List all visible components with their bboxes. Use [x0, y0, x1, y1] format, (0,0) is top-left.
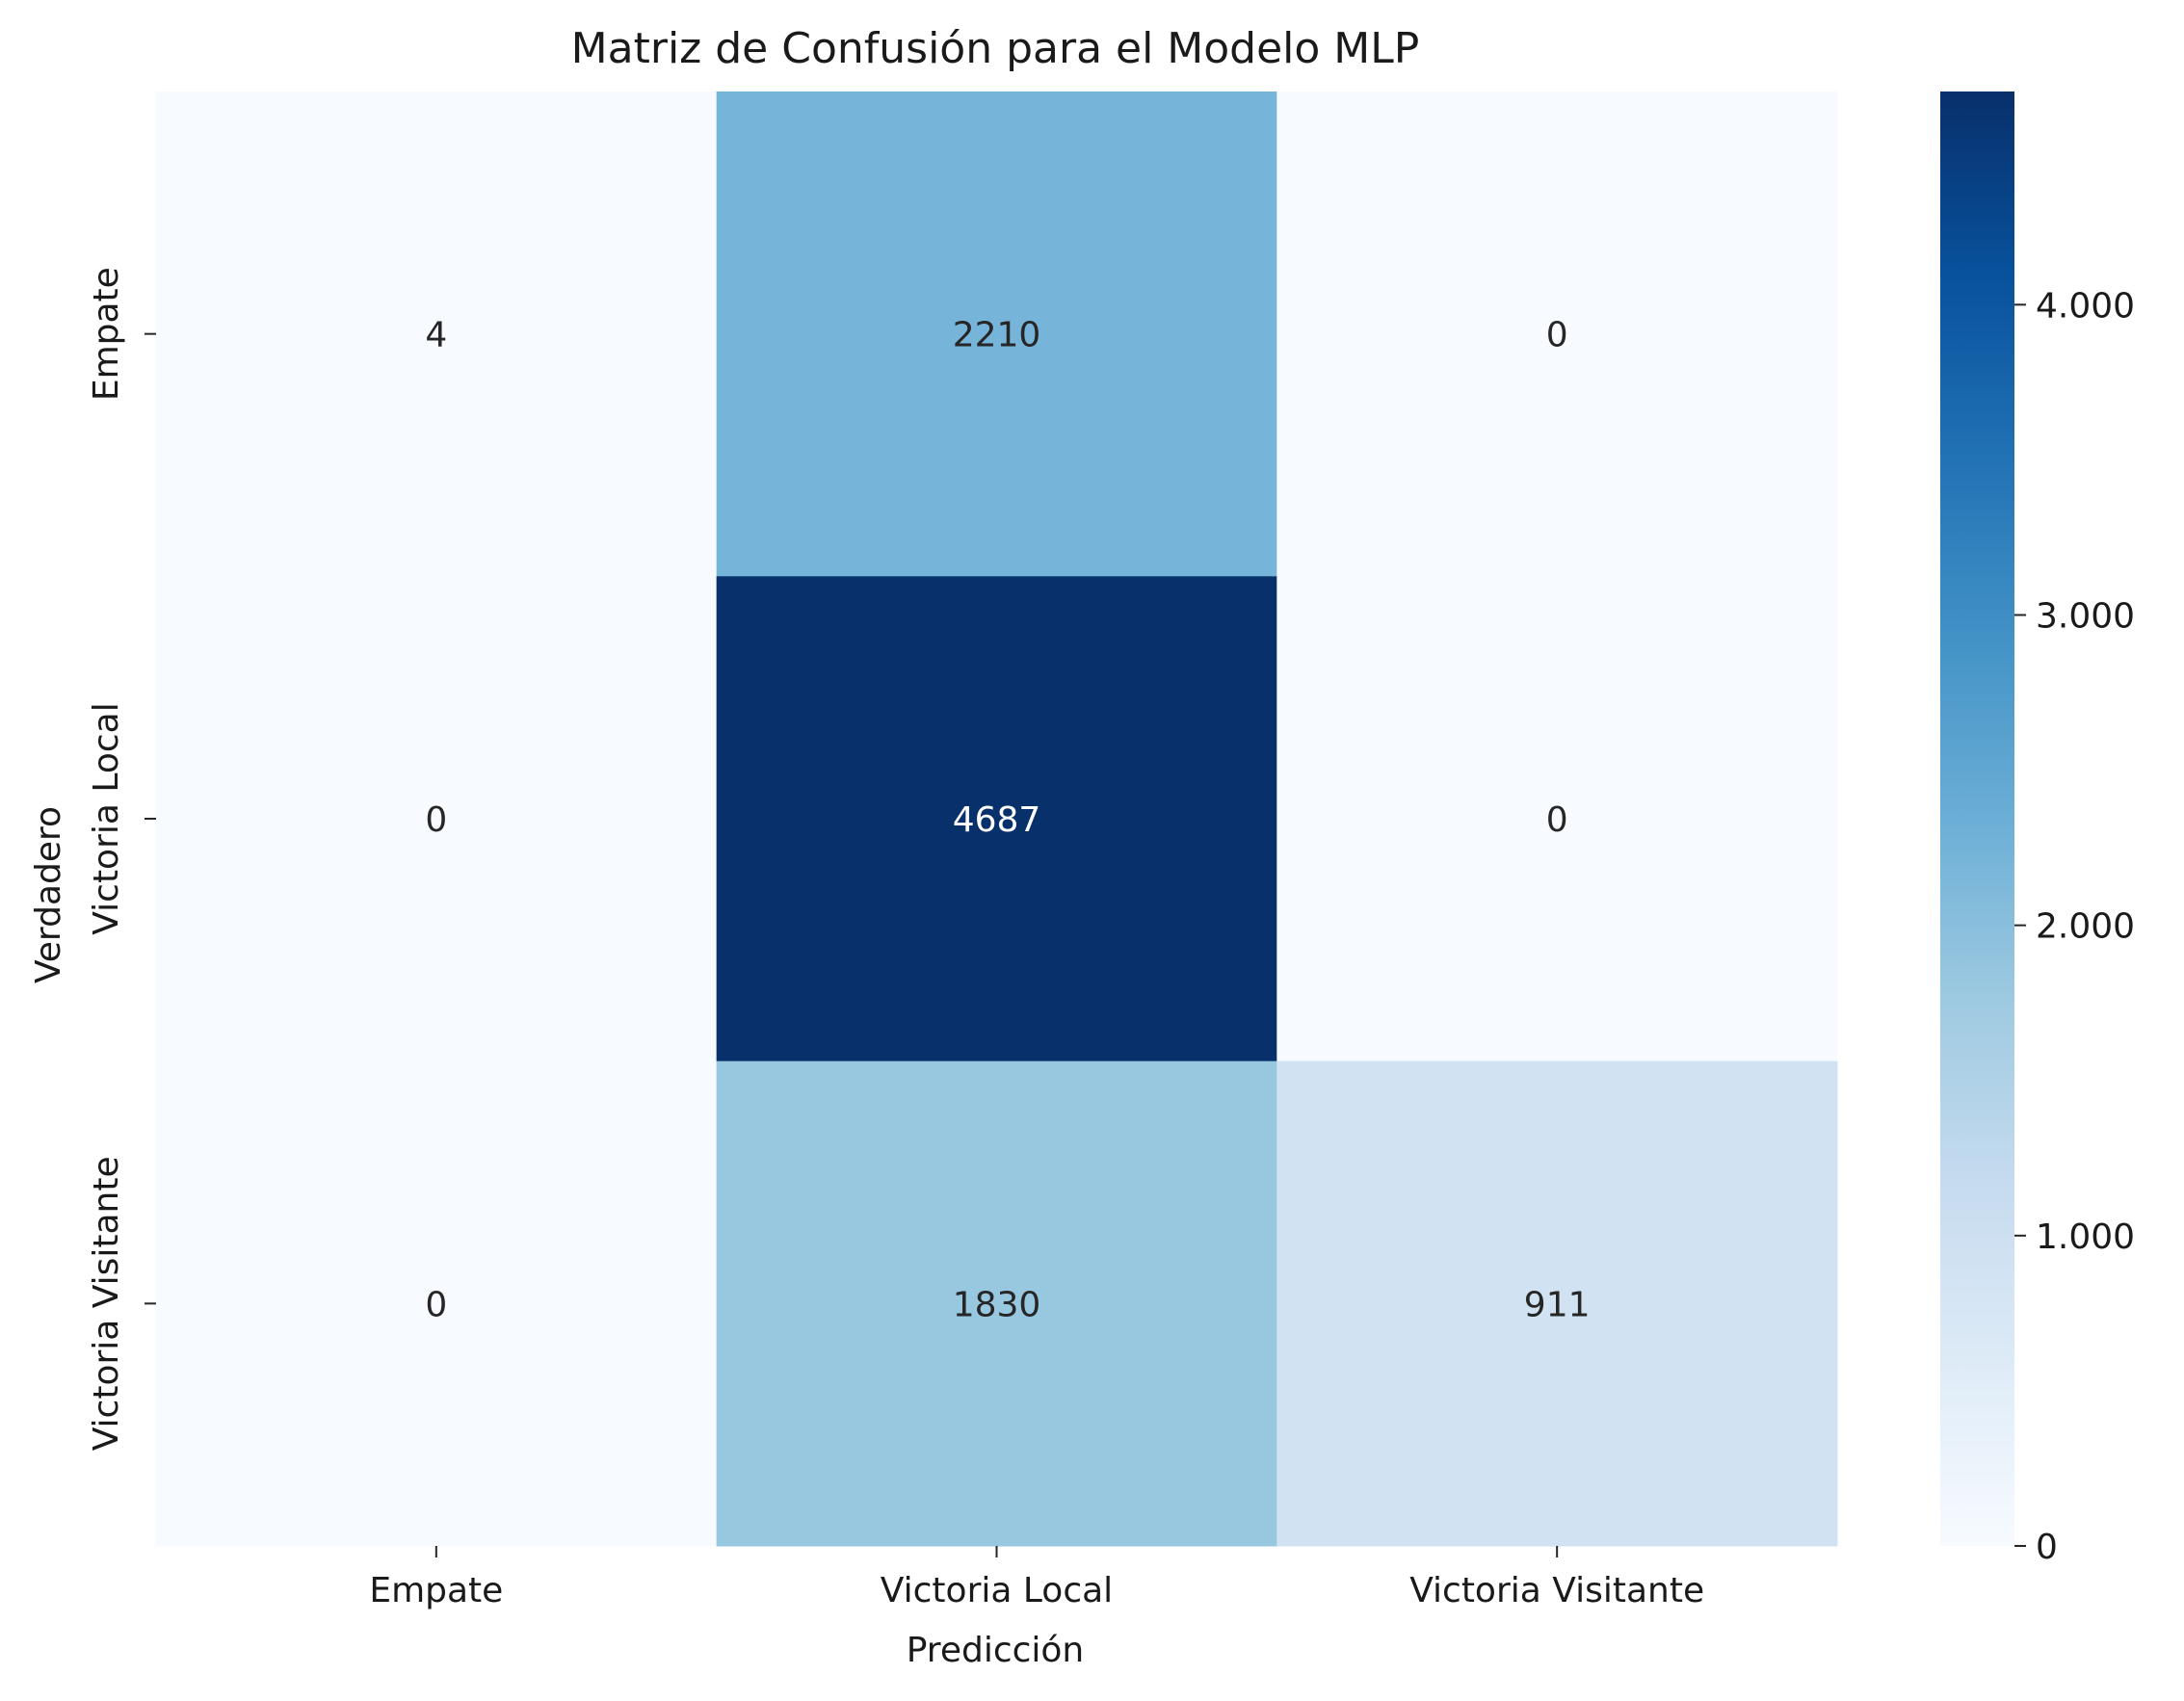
heatmap-cell: [716, 92, 1277, 577]
cell-value-label: 4687: [953, 800, 1041, 840]
colorbar-tick-label: 3.000: [2036, 596, 2135, 636]
heatmap-cells: [156, 92, 1838, 1547]
y-axis-ticks: Empate Victoria Local Victoria Visitante: [87, 267, 156, 1451]
colorbar-ticks: 0 1.000 2.000 3.000 4.000: [2014, 286, 2135, 1567]
heatmap-cell: [156, 92, 718, 577]
x-tick-label: Victoria Local: [881, 1571, 1113, 1610]
colorbar: [1940, 92, 2014, 1546]
colorbar-tick-label: 2.000: [2036, 907, 2135, 947]
heatmap-cell: [156, 1060, 718, 1547]
x-tick-label: Empate: [369, 1571, 503, 1610]
heatmap-cell: [716, 1060, 1277, 1547]
y-axis-label: Verdadero: [29, 806, 68, 983]
y-tick-label: Victoria Visitante: [87, 1156, 126, 1451]
cell-value-label: 0: [425, 1285, 447, 1324]
colorbar-tick-label: 0: [2036, 1528, 2058, 1567]
heatmap-cell: [1276, 92, 1838, 577]
heatmap-cell: [1276, 1060, 1838, 1547]
cell-value-label: 911: [1524, 1285, 1591, 1324]
y-tick-label: Victoria Local: [87, 702, 126, 934]
chart-title: Matriz de Confusión para el Modelo MLP: [571, 24, 1420, 73]
cell-value-label: 0: [1546, 800, 1568, 840]
cell-value-label: 4: [425, 316, 447, 355]
cell-value-label: 1830: [953, 1285, 1041, 1324]
heatmap-cell: [716, 576, 1277, 1062]
y-tick-label: Empate: [87, 267, 126, 401]
cell-value-label: 0: [425, 800, 447, 840]
x-tick-label: Victoria Visitante: [1409, 1571, 1704, 1610]
heatmap-cell-labels: 4 2210 0 0 4687 0 0 1830 911: [425, 316, 1590, 1325]
cell-value-label: 0: [1546, 316, 1568, 355]
heatmap-cell: [156, 576, 718, 1062]
colorbar-tick-label: 4.000: [2036, 286, 2135, 326]
cell-value-label: 2210: [953, 316, 1041, 355]
x-axis-ticks: Empate Victoria Local Victoria Visitante: [369, 1546, 1704, 1610]
x-axis-label: Predicción: [907, 1631, 1085, 1670]
heatmap-cell: [1276, 576, 1838, 1062]
colorbar-tick-label: 1.000: [2036, 1217, 2135, 1257]
